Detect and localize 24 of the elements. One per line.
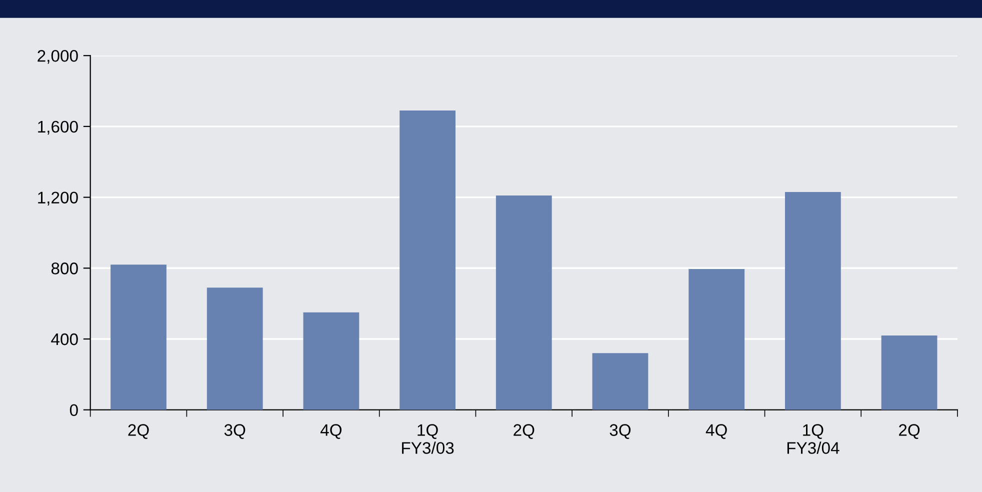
y-tick-label: 800	[51, 262, 78, 274]
x-tick-label: 1Q FY3/03	[402, 424, 454, 454]
x-tick-label: 2Q	[128, 424, 149, 439]
x-tick-label: 2Q	[899, 424, 920, 439]
x-tick-label: 1Q FY3/04	[787, 424, 840, 454]
y-tick-label: 400	[51, 333, 78, 346]
bar	[496, 196, 552, 410]
x-tick-label: 2Q	[514, 424, 534, 439]
y-tick-label: 2,000	[38, 50, 78, 64]
bar	[688, 269, 745, 410]
x-tick-label: 4Q	[320, 424, 342, 439]
bar	[206, 288, 263, 410]
bar	[303, 312, 360, 410]
y-tick-label: 1,200	[38, 192, 78, 206]
x-tick-label: 4Q	[706, 424, 727, 439]
bar	[881, 335, 938, 410]
y-tick-label: 0	[70, 404, 78, 416]
bar	[110, 264, 166, 410]
y-tick-label: 1,600	[38, 120, 78, 135]
bar	[784, 192, 841, 410]
x-tick-label: 3Q	[224, 424, 246, 439]
bar	[400, 110, 456, 410]
x-tick-label: 3Q	[610, 424, 631, 439]
bar	[592, 353, 648, 410]
